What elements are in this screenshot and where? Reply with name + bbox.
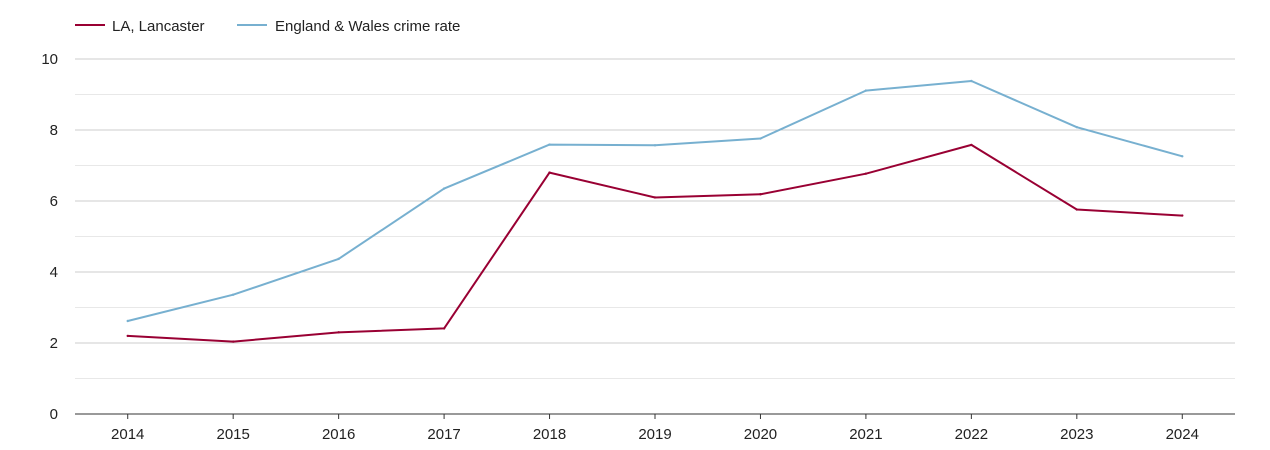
- data-point: [759, 193, 762, 196]
- y-tick-label: 2: [50, 335, 58, 352]
- y-tick-label: 6: [50, 193, 58, 210]
- data-point: [231, 293, 235, 296]
- y-tick-label: 8: [50, 122, 58, 139]
- data-point: [653, 144, 657, 147]
- data-point: [1075, 125, 1079, 129]
- data-point: [864, 89, 868, 92]
- x-tick-label: 2019: [638, 426, 671, 443]
- data-point: [548, 143, 551, 146]
- data-point: [759, 137, 762, 140]
- y-tick-label: 0: [50, 406, 58, 423]
- data-point: [442, 187, 446, 190]
- data-point: [231, 340, 235, 343]
- x-tick-label: 2015: [216, 426, 249, 443]
- x-tick-label: 2024: [1166, 426, 1199, 443]
- gridlines: [75, 58, 1235, 379]
- x-tick-label: 2020: [744, 426, 777, 443]
- x-tick-label: 2022: [955, 426, 988, 443]
- data-point: [1181, 214, 1184, 217]
- legend-label-lancaster: LA, Lancaster: [112, 18, 205, 35]
- legend: LA, Lancaster England & Wales crime rate: [75, 18, 460, 35]
- y-axis: 0 2 4 6 8 10: [41, 51, 58, 423]
- x-axis: 2014 2015 2016 2017 2018 2019 2020 2021 2022 2023…: [75, 413, 1235, 443]
- data-point: [864, 172, 868, 175]
- x-tick-label: 2014: [111, 426, 144, 443]
- data-point: [1181, 155, 1184, 158]
- series-line-0: [127, 143, 1183, 343]
- data-point: [548, 171, 551, 174]
- data-point: [126, 334, 129, 338]
- data-point: [1075, 208, 1079, 211]
- data-point: [970, 143, 973, 147]
- data-point: [970, 79, 973, 83]
- y-tick-label: 10: [41, 51, 58, 68]
- y-tick-label: 4: [50, 264, 58, 281]
- data-point: [337, 257, 340, 261]
- x-tick-label: 2021: [849, 426, 882, 443]
- data-point: [442, 327, 446, 330]
- data-point: [126, 319, 129, 323]
- x-tick-label: 2023: [1060, 426, 1093, 443]
- x-tick-label: 2018: [533, 426, 566, 443]
- data-point: [337, 331, 340, 334]
- series-lines: [126, 79, 1184, 343]
- data-point: [653, 196, 657, 199]
- legend-label-england-wales: England & Wales crime rate: [275, 18, 460, 35]
- x-tick-label: 2016: [322, 426, 355, 443]
- x-tick-label: 2017: [427, 426, 460, 443]
